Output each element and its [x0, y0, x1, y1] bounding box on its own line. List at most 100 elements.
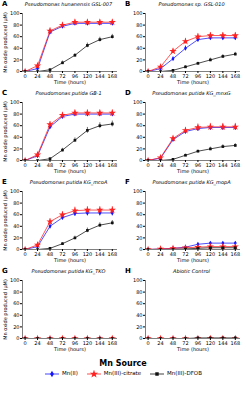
svg-text:Mn oxide produced (μM): Mn oxide produced (μM) — [2, 190, 9, 251]
svg-text:144: 144 — [218, 162, 228, 168]
svg-text:0: 0 — [16, 68, 19, 74]
svg-text:24: 24 — [157, 162, 163, 168]
svg-text:100: 100 — [10, 277, 20, 283]
svg-text:24: 24 — [34, 251, 40, 257]
svg-text:Time (hours): Time (hours) — [176, 346, 209, 352]
svg-text:24: 24 — [157, 251, 163, 257]
svg-text:60: 60 — [136, 33, 142, 39]
svg-text:24: 24 — [34, 73, 40, 79]
svg-text:0: 0 — [16, 157, 19, 163]
svg-text:Mn oxide produced (μM): Mn oxide produced (μM) — [2, 101, 9, 162]
svg-text:40: 40 — [13, 312, 19, 318]
svg-text:Mn oxide produced (μM): Mn oxide produced (μM) — [2, 12, 9, 73]
svg-text:0: 0 — [139, 246, 142, 252]
svg-text:60: 60 — [13, 122, 19, 128]
svg-text:Time (hours): Time (hours) — [176, 257, 209, 263]
svg-text:0: 0 — [139, 68, 142, 74]
svg-text:168: 168 — [108, 340, 118, 346]
svg-text:60: 60 — [136, 211, 142, 217]
svg-text:20: 20 — [136, 146, 142, 152]
svg-text:144: 144 — [218, 251, 228, 257]
svg-text:144: 144 — [95, 340, 105, 346]
svg-text:20: 20 — [13, 57, 19, 63]
svg-text:48: 48 — [47, 251, 53, 257]
svg-text:40: 40 — [136, 223, 142, 229]
svg-text:80: 80 — [13, 200, 19, 206]
svg-text:0: 0 — [24, 162, 27, 168]
svg-text:Time (hours): Time (hours) — [53, 168, 86, 174]
svg-text:0: 0 — [147, 340, 150, 346]
svg-text:60: 60 — [136, 122, 142, 128]
svg-text:20: 20 — [136, 57, 142, 63]
svg-text:20: 20 — [13, 324, 19, 330]
svg-text:20: 20 — [13, 146, 19, 152]
svg-text:100: 100 — [10, 99, 20, 105]
svg-text:144: 144 — [218, 73, 228, 79]
svg-text:80: 80 — [136, 111, 142, 117]
svg-text:40: 40 — [136, 134, 142, 140]
svg-text:80: 80 — [136, 200, 142, 206]
svg-text:168: 168 — [108, 251, 118, 257]
svg-text:40: 40 — [13, 45, 19, 51]
svg-text:Time (hours): Time (hours) — [176, 168, 209, 174]
svg-text:24: 24 — [34, 340, 40, 346]
svg-text:100: 100 — [10, 10, 20, 16]
svg-text:0: 0 — [16, 246, 19, 252]
svg-text:48: 48 — [47, 162, 53, 168]
svg-text:80: 80 — [13, 289, 19, 295]
svg-text:0: 0 — [147, 73, 150, 79]
svg-text:168: 168 — [231, 73, 241, 79]
svg-text:48: 48 — [170, 162, 176, 168]
svg-text:100: 100 — [133, 188, 143, 194]
svg-text:100: 100 — [10, 188, 20, 194]
svg-text:80: 80 — [13, 22, 19, 28]
svg-text:24: 24 — [157, 73, 163, 79]
svg-text:0: 0 — [24, 251, 27, 257]
svg-text:144: 144 — [95, 73, 105, 79]
svg-text:60: 60 — [13, 300, 19, 306]
svg-text:168: 168 — [231, 251, 241, 257]
svg-text:168: 168 — [108, 162, 118, 168]
svg-text:0: 0 — [139, 157, 142, 163]
svg-text:20: 20 — [13, 235, 19, 241]
svg-text:40: 40 — [13, 223, 19, 229]
svg-text:40: 40 — [13, 134, 19, 140]
svg-text:48: 48 — [170, 251, 176, 257]
svg-text:100: 100 — [133, 99, 143, 105]
svg-text:144: 144 — [95, 251, 105, 257]
svg-text:60: 60 — [13, 33, 19, 39]
svg-text:20: 20 — [136, 324, 142, 330]
svg-text:0: 0 — [147, 162, 150, 168]
svg-text:0: 0 — [139, 335, 142, 341]
svg-text:144: 144 — [95, 162, 105, 168]
svg-text:48: 48 — [170, 340, 176, 346]
svg-text:60: 60 — [13, 211, 19, 217]
svg-text:Time (hours): Time (hours) — [176, 79, 209, 85]
svg-text:Time (hours): Time (hours) — [53, 79, 86, 85]
svg-text:80: 80 — [136, 22, 142, 28]
svg-text:80: 80 — [136, 289, 142, 295]
svg-text:48: 48 — [47, 340, 53, 346]
svg-text:60: 60 — [136, 300, 142, 306]
svg-text:168: 168 — [231, 340, 241, 346]
svg-text:48: 48 — [170, 73, 176, 79]
svg-text:Time (hours): Time (hours) — [53, 257, 86, 263]
svg-text:168: 168 — [231, 162, 241, 168]
svg-text:0: 0 — [147, 251, 150, 257]
svg-text:144: 144 — [218, 340, 228, 346]
svg-text:40: 40 — [136, 45, 142, 51]
svg-text:24: 24 — [34, 162, 40, 168]
svg-text:80: 80 — [13, 111, 19, 117]
svg-text:24: 24 — [157, 340, 163, 346]
svg-text:100: 100 — [133, 277, 143, 283]
svg-text:0: 0 — [16, 335, 19, 341]
svg-text:0: 0 — [24, 73, 27, 79]
svg-text:Mn oxide produced (μM): Mn oxide produced (μM) — [2, 279, 9, 340]
svg-text:100: 100 — [133, 10, 143, 16]
svg-text:168: 168 — [108, 73, 118, 79]
svg-text:0: 0 — [24, 340, 27, 346]
svg-text:Time (hours): Time (hours) — [53, 346, 86, 352]
svg-text:20: 20 — [136, 235, 142, 241]
svg-text:48: 48 — [47, 73, 53, 79]
svg-text:40: 40 — [136, 312, 142, 318]
